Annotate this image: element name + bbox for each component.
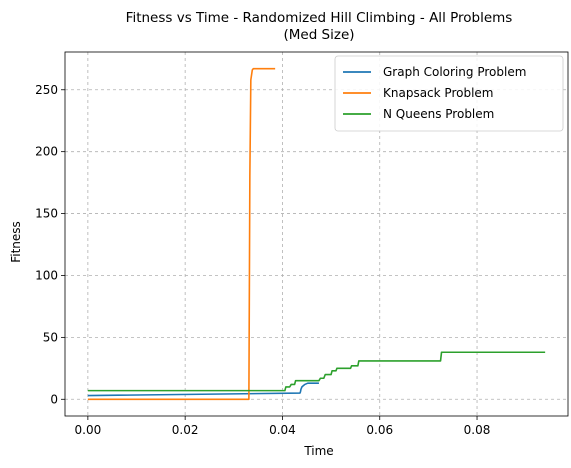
x-tick-label: 0.06 xyxy=(366,423,393,437)
legend-label: Knapsack Problem xyxy=(383,86,493,100)
x-tick-label: 0.08 xyxy=(464,423,491,437)
series-line-1 xyxy=(87,67,276,401)
x-tick-label: 0.00 xyxy=(75,423,102,437)
y-tick-label: 250 xyxy=(35,83,58,97)
plot-frame xyxy=(64,51,569,417)
x-tick-label: 0.02 xyxy=(172,423,199,437)
axis-ticks: 0.00 0.02 0.04 0.06 0.08 0 50 100 150 200 250 xyxy=(35,83,490,437)
series-line-2 xyxy=(87,351,546,392)
y-axis-label: Fitness xyxy=(9,221,23,263)
y-tick-label: 200 xyxy=(35,145,58,159)
legend-label: N Queens Problem xyxy=(383,107,494,121)
y-tick-label: 0 xyxy=(50,392,58,406)
y-tick-label: 100 xyxy=(35,268,58,282)
x-axis-label: Time xyxy=(303,444,333,458)
series-lines xyxy=(87,67,546,401)
legend-label: Graph Coloring Problem xyxy=(383,65,526,79)
legend: Graph Coloring Problem Knapsack Problem N … xyxy=(334,55,564,132)
y-tick-label: 150 xyxy=(35,207,58,221)
chart-title: Fitness vs Time - Randomized Hill Climbi… xyxy=(126,10,513,26)
x-tick-label: 0.04 xyxy=(269,423,296,437)
legend-box xyxy=(334,55,564,132)
y-tick-label: 50 xyxy=(43,330,58,344)
chart-subtitle: (Med Size) xyxy=(283,27,354,43)
series-line-0 xyxy=(87,382,319,397)
